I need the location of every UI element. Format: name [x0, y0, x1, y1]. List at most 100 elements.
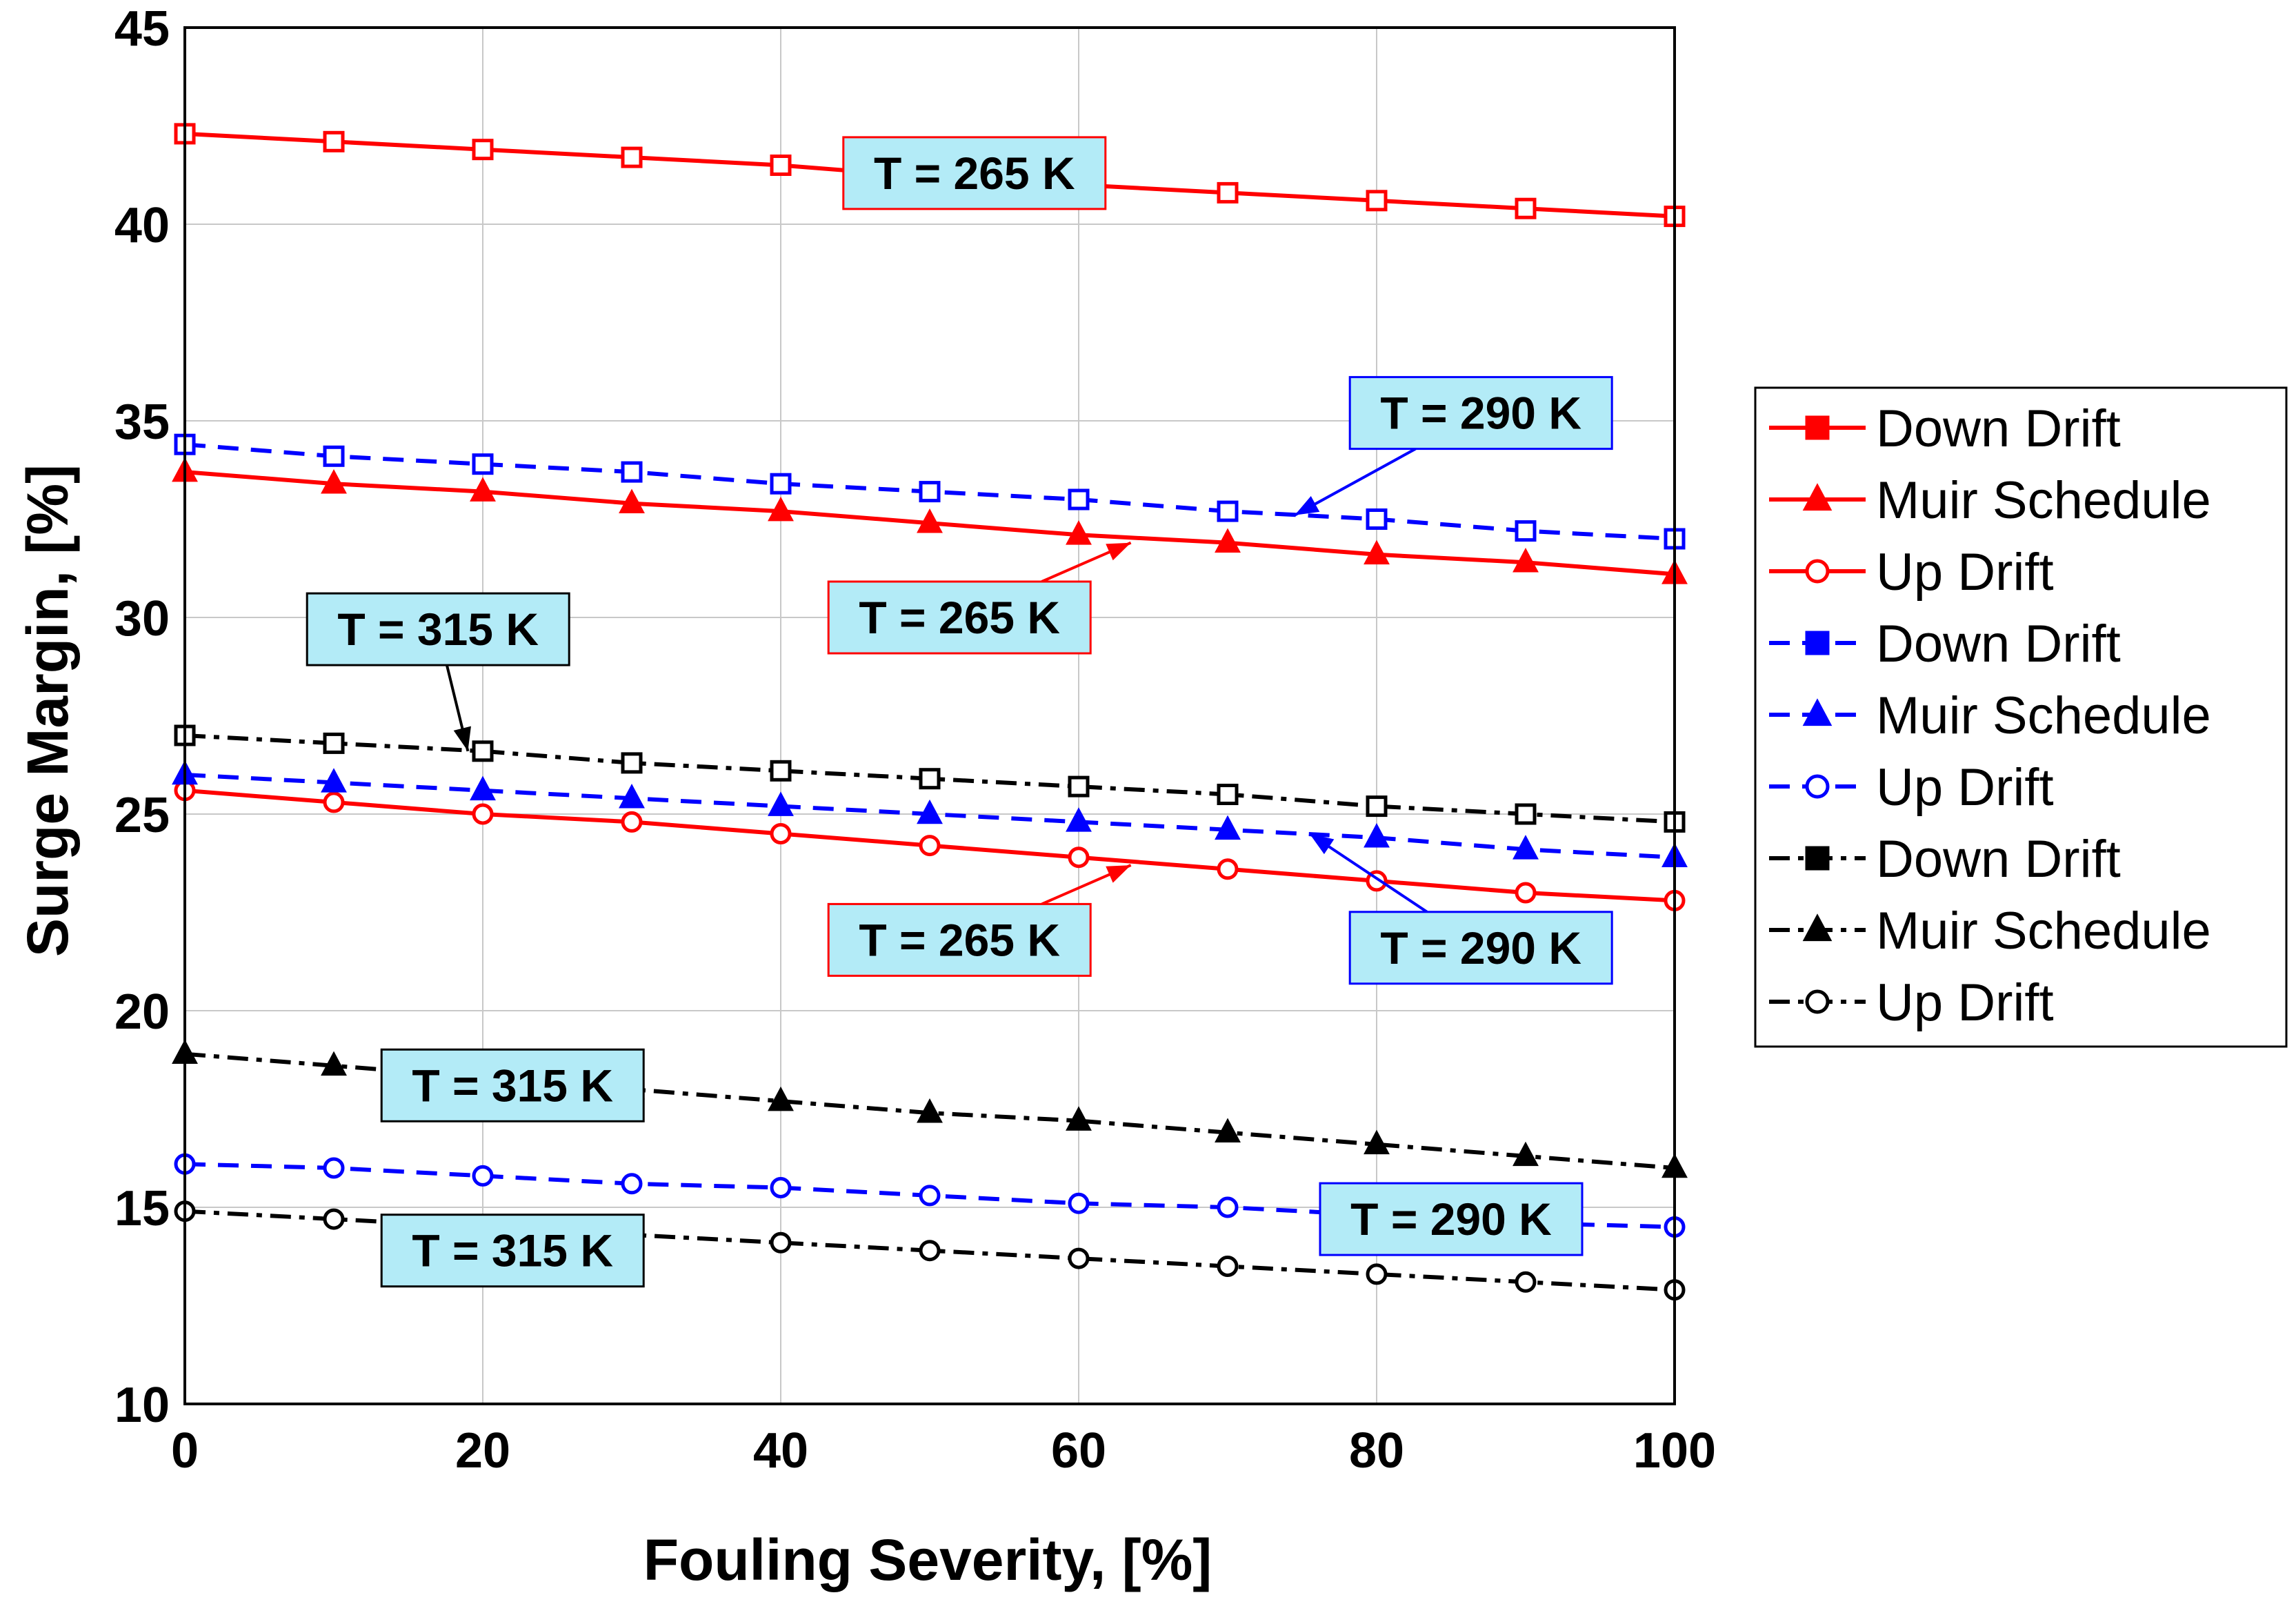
- legend-label: Muir Schedule: [1876, 471, 2211, 530]
- annotation-box: [1319, 1182, 1584, 1256]
- legend-entry-1: Muir Schedule: [1769, 471, 2211, 530]
- data-point-square-marker: [1366, 508, 1388, 530]
- data-point-triangle-marker: [1215, 1118, 1241, 1142]
- x-tick-label: 40: [753, 1423, 808, 1478]
- data-point-triangle-marker: [768, 791, 794, 816]
- data-point-circle-marker: [472, 803, 494, 825]
- data-point-triangle-marker: [1364, 539, 1390, 565]
- y-axis-label: Surge Margin, [%]: [15, 464, 80, 957]
- legend-circle-marker: [1805, 774, 1830, 799]
- data-point-circle-marker: [1515, 882, 1537, 904]
- annotation-label: T = 315 K: [337, 604, 539, 655]
- data-point-square-marker: [1068, 488, 1090, 511]
- annotation-arrowhead: [1106, 542, 1131, 561]
- data-point-square-marker: [919, 481, 941, 503]
- legend-circle-marker: [1805, 989, 1830, 1014]
- data-point-triangle-marker: [1215, 528, 1241, 553]
- legend-entry-8: Up Drift: [1769, 973, 2054, 1032]
- legend-entry-7: Muir Schedule: [1769, 902, 2211, 960]
- annotation-label: T = 265 K: [859, 914, 1060, 965]
- series-1: [172, 457, 1688, 584]
- data-point-square-marker: [1515, 520, 1537, 542]
- legend-label: Up Drift: [1876, 973, 2054, 1032]
- annotation-layer: T = 265 K T = 290 K T = 265 K T = 315 K T = …: [306, 136, 1613, 1288]
- annotation-box: [827, 580, 1092, 655]
- annotation-box: [380, 1048, 645, 1122]
- data-point-square-marker: [621, 752, 643, 774]
- data-point-circle-marker: [919, 1185, 941, 1207]
- data-point-triangle-marker: [917, 1098, 943, 1123]
- data-point-triangle-marker: [1066, 1106, 1092, 1131]
- legend-entry-0: Down Drift: [1769, 399, 2121, 458]
- y-tick-label: 30: [114, 591, 170, 646]
- data-point-square-marker: [323, 445, 345, 467]
- annotation-box: [827, 902, 1092, 977]
- data-point-square-marker: [323, 130, 345, 152]
- data-point-triangle-marker: [470, 477, 496, 502]
- data-point-square-marker: [770, 155, 792, 176]
- annotation-label: T = 290 K: [1380, 388, 1581, 439]
- annotation-box: [306, 592, 570, 666]
- annotation-0: T = 265 K: [842, 136, 1107, 210]
- data-point-circle-marker: [1217, 858, 1239, 880]
- data-point-circle-marker: [919, 835, 941, 857]
- data-point-square-marker: [1366, 795, 1388, 818]
- annotation-1: T = 290 K: [1294, 376, 1613, 517]
- x-tick-label: 60: [1051, 1423, 1106, 1478]
- data-point-triangle-marker: [768, 1086, 794, 1111]
- legend-label: Down Drift: [1876, 830, 2121, 889]
- data-point-square-marker: [323, 732, 345, 754]
- legend-triangle-marker: [1802, 698, 1833, 726]
- data-point-circle-marker: [1217, 1196, 1239, 1218]
- y-tick-label: 35: [114, 395, 170, 450]
- legend-label: Up Drift: [1876, 758, 2054, 817]
- legend-label: Down Drift: [1876, 615, 2121, 673]
- data-point-triangle-marker: [470, 775, 496, 801]
- annotation-label: T = 315 K: [412, 1060, 613, 1111]
- data-point-square-marker: [770, 473, 792, 495]
- annotation-label: T = 315 K: [412, 1225, 613, 1276]
- y-tick-label: 25: [114, 788, 170, 843]
- x-tick-label: 20: [455, 1423, 510, 1478]
- legend-triangle-marker: [1802, 913, 1833, 942]
- x-tick-label: 100: [1633, 1423, 1716, 1478]
- annotation-box: [380, 1214, 645, 1288]
- data-point-square-marker: [919, 768, 941, 790]
- data-point-circle-marker: [323, 1157, 345, 1179]
- legend-label: Up Drift: [1876, 543, 2054, 602]
- x-tick-label: 80: [1349, 1423, 1404, 1478]
- legend-entry-4: Muir Schedule: [1769, 686, 2211, 745]
- data-point-circle-marker: [323, 791, 345, 813]
- data-point-circle-marker: [1068, 1247, 1090, 1269]
- data-point-circle-marker: [1515, 1271, 1537, 1293]
- y-tick-label: 20: [114, 984, 170, 1040]
- annotation-arrowhead: [1309, 833, 1335, 855]
- data-point-triangle-marker: [321, 768, 347, 793]
- data-point-square-marker: [621, 461, 643, 483]
- annotation-box: [1348, 911, 1613, 985]
- data-point-square-marker: [1515, 803, 1537, 825]
- data-point-circle-marker: [919, 1240, 941, 1262]
- series-layer: [172, 123, 1688, 1301]
- legend-square-marker: [1805, 415, 1830, 440]
- data-point-square-marker: [1515, 197, 1537, 219]
- annotation-arrow-line: [1308, 832, 1428, 913]
- data-point-square-marker: [1068, 775, 1090, 798]
- legend-label: Down Drift: [1876, 399, 2121, 458]
- data-point-triangle-marker: [1513, 1141, 1539, 1167]
- data-point-circle-marker: [621, 1173, 643, 1195]
- y-tick-label: 45: [114, 1, 170, 57]
- x-tick-label: 0: [171, 1423, 199, 1478]
- data-point-circle-marker: [770, 1231, 792, 1254]
- data-point-triangle-marker: [1215, 815, 1241, 840]
- data-point-circle-marker: [770, 1177, 792, 1198]
- legend-circle-marker: [1805, 559, 1830, 584]
- legend-entry-5: Up Drift: [1769, 758, 2054, 817]
- data-point-circle-marker: [1068, 846, 1090, 869]
- legend-square-marker: [1805, 846, 1830, 871]
- data-point-square-marker: [472, 453, 494, 475]
- annotation-box: [842, 136, 1107, 210]
- annotation-3: T = 315 K: [306, 592, 570, 752]
- data-point-square-marker: [1217, 500, 1239, 522]
- annotation-2: T = 265 K: [827, 541, 1132, 655]
